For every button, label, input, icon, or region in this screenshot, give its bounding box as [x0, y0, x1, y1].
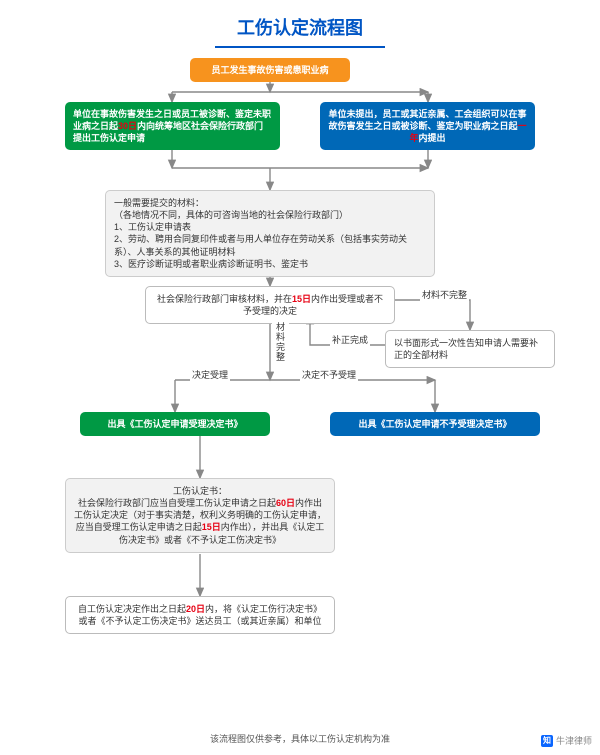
node-supplement: 以书面形式一次性告知申请人需要补正的全部材料 [385, 330, 555, 368]
label-incomplete: 材料不完整 [420, 288, 469, 301]
node-decision: 工伤认定书： 社会保险行政部门应当自受理工伤认定申请之日起60日内作出工伤认定决… [65, 478, 335, 553]
node-self-submit: 单位未提出，员工或其近亲属、工会组织可以在事故伤害发生之日或被诊断、鉴定为职业病… [320, 102, 535, 150]
node-review: 社会保险行政部门审核材料，并在15日内作出受理或者不予受理的决定 [145, 286, 395, 324]
node-deliver: 自工伤认定决定作出之日起20日内，将《认定工伤行决定书》或者《不予认定工伤决定书… [65, 596, 335, 634]
node-accept: 出具《工伤认定申请受理决定书》 [80, 412, 270, 436]
li: 3、医疗诊断证明或者职业病诊断证明书、鉴定书 [114, 258, 426, 270]
hl: 15日 [202, 522, 221, 532]
node-materials: 一般需要提交的材料： （各地情况不同，具体的可咨询当地的社会保险行政部门） 1、… [105, 190, 435, 277]
hl: 20日 [186, 604, 205, 614]
li: 2、劳动、聘用合同复印件或者与用人单位存在劳动关系（包括事实劳动关系）、人事关系… [114, 233, 426, 257]
txt: 社会保险行政部门审核材料，并在 [157, 294, 292, 304]
attribution: 知 牛津律师 [541, 734, 592, 747]
node-unit-submit: 单位在事故伤害发生之日或员工被诊断、鉴定未职业病之日起30日内向统筹地区社会保险… [65, 102, 280, 150]
footer-note: 该流程图仅供参考，具体以工伤认定机构为准 [0, 732, 600, 745]
txt: 自工伤认定决定作出之日起 [78, 604, 186, 614]
txt: 内提出 [419, 133, 446, 143]
hl: 60日 [276, 498, 295, 508]
note: （各地情况不同，具体的可咨询当地的社会保险行政部门） [114, 209, 426, 221]
label-accept: 决定受理 [190, 368, 230, 381]
page-title: 工伤认定流程图 [215, 0, 385, 48]
zhihu-icon: 知 [541, 735, 553, 747]
label-reject: 决定不予受理 [300, 368, 358, 381]
hl: 30日 [118, 121, 137, 131]
label-complete: 材料完整 [272, 322, 289, 362]
lead: 一般需要提交的材料： [114, 197, 426, 209]
node-reject: 出具《工伤认定申请不予受理决定书》 [330, 412, 540, 436]
lead: 工伤认定书： [74, 485, 326, 497]
hl: 15日 [292, 294, 311, 304]
node-start: 员工发生事故伤害或患职业病 [190, 58, 350, 82]
li: 1、工伤认定申请表 [114, 221, 426, 233]
txt: 单位未提出，员工或其近亲属、工会组织可以在事故伤害发生之日或被诊断、鉴定为职业病… [328, 109, 526, 131]
author: 牛津律师 [556, 734, 592, 747]
txt: 社会保险行政部门应当自受理工伤认定申请之日起 [78, 498, 276, 508]
label-supp-done: 补正完成 [330, 333, 370, 346]
